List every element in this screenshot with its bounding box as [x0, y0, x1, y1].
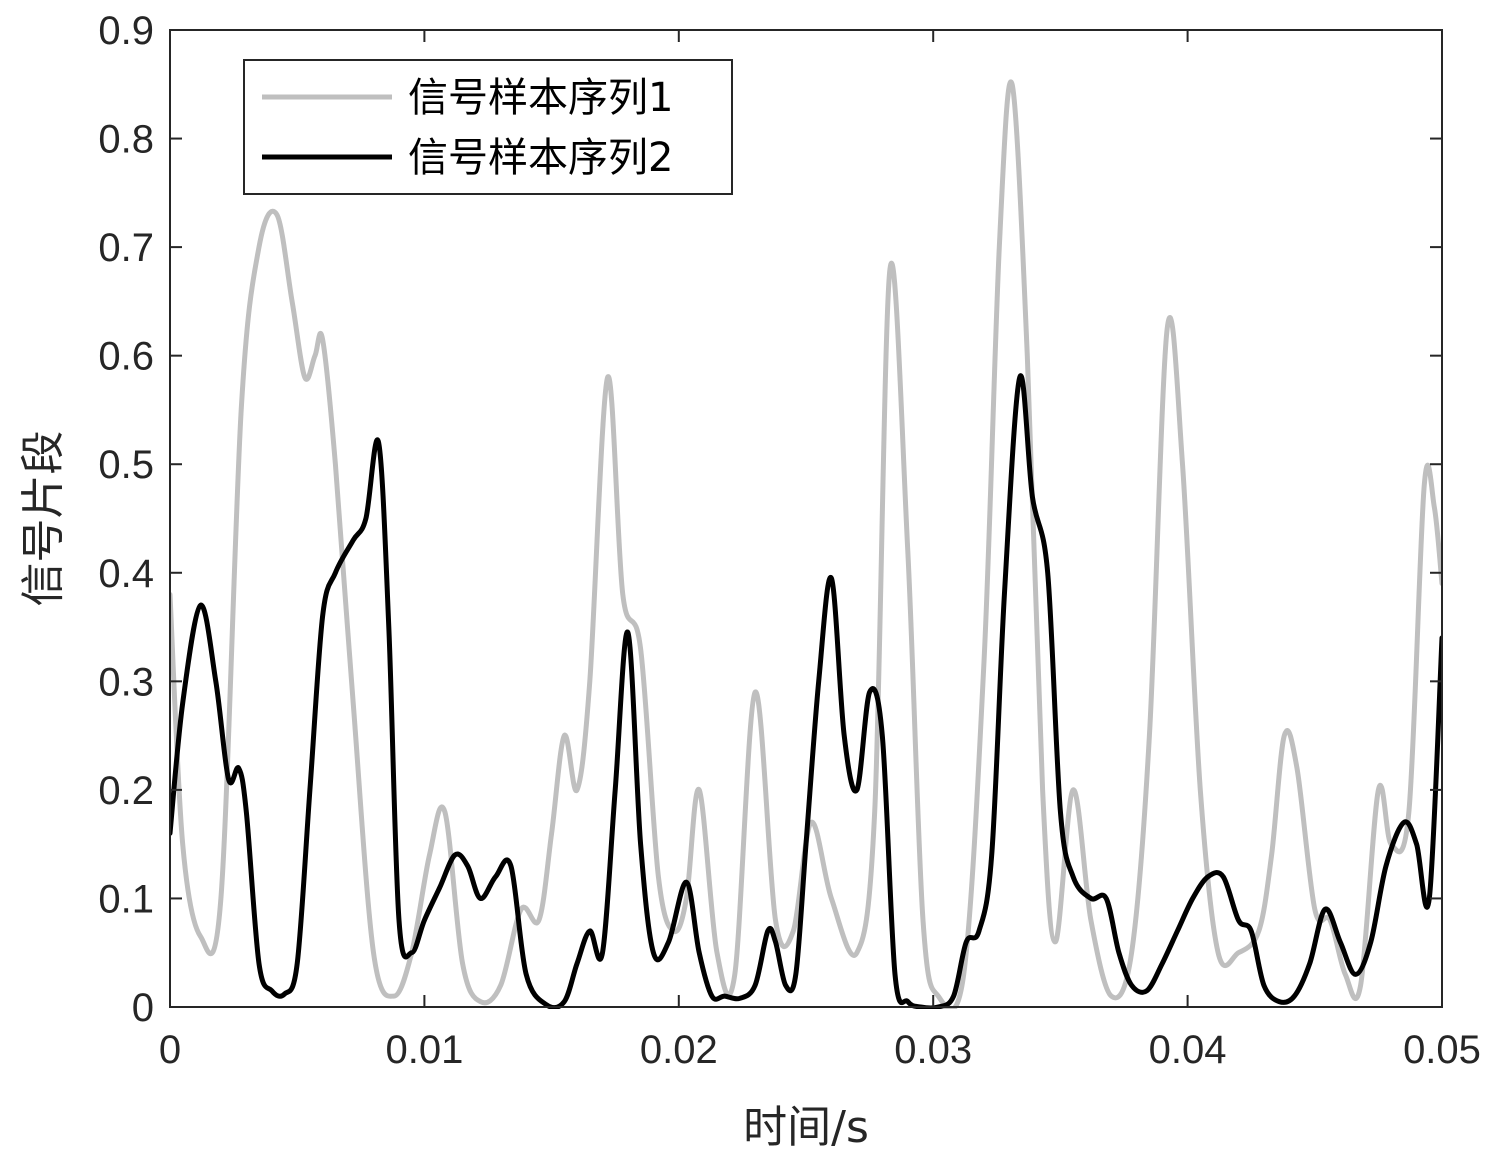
legend-box: [243, 59, 733, 195]
x-tick-label: 0.04: [1149, 1028, 1227, 1072]
y-tick-label: 0.6: [98, 335, 154, 379]
x-tick-label: 0.01: [385, 1028, 463, 1072]
x-tick-label: 0.03: [894, 1028, 972, 1072]
y-tick-label: 0.3: [98, 660, 154, 704]
y-tick-label: 0.4: [98, 552, 154, 596]
legend: 信号样本序列1 信号样本序列2: [243, 59, 733, 195]
y-axis-label: 信号片段: [18, 431, 69, 607]
y-tick-label: 0.9: [98, 9, 154, 53]
x-tick-label: 0.02: [640, 1028, 718, 1072]
x-tick-label: 0.05: [1403, 1028, 1481, 1072]
legend-label-series-1: 信号样本序列1: [408, 75, 673, 121]
y-tick-label: 0.1: [98, 877, 154, 921]
y-tick-label: 0.5: [98, 443, 154, 487]
y-tick-label: 0.7: [98, 226, 154, 270]
y-tick-label: 0: [132, 986, 154, 1030]
series-line-1: [170, 79, 1442, 1009]
y-tick-label: 0.8: [98, 118, 154, 162]
series-line-2: [170, 373, 1442, 1009]
y-tick-label: 0.2: [98, 769, 154, 813]
ticks-layer: 0 0.01 0.02 0.03 0.04 0.05 0 0.1 0.2 0.3 0.4 0.5 0.6…: [98, 9, 1481, 1072]
series-layer: [170, 79, 1442, 1009]
x-axis-label: 时间/s: [743, 1102, 869, 1153]
x-tick-label: 0: [159, 1028, 181, 1072]
legend-label-series-2: 信号样本序列2: [408, 135, 673, 181]
plot-frame: [169, 29, 1443, 1008]
